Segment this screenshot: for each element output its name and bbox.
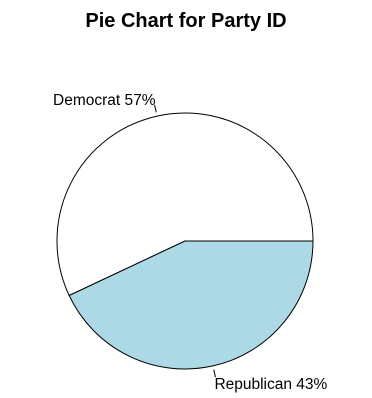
pie-leader-republican [213, 369, 216, 378]
pie-slice-republican [68, 240, 314, 370]
pie-slices [56, 112, 314, 370]
pie-slice-democrat [56, 112, 314, 297]
chart-title: Pie Chart for Party ID [85, 10, 286, 32]
pie-label-democrat: Democrat 57% [53, 92, 156, 109]
pie-label-republican: Republican 43% [214, 376, 327, 393]
pie-labels: Democrat 57% Republican 43% [53, 92, 327, 393]
pie-leader-democrat [154, 104, 157, 113]
